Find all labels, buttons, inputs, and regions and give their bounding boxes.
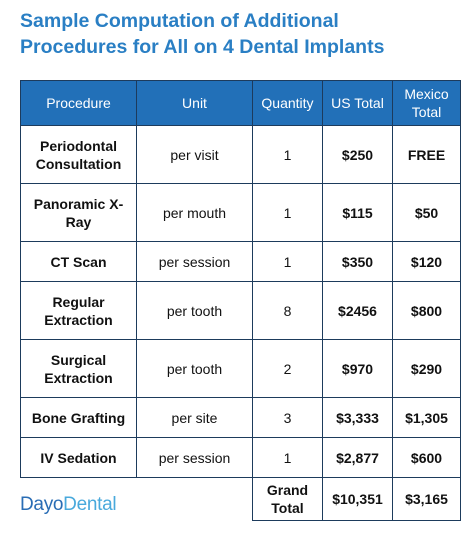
table-cell: $290 bbox=[392, 339, 461, 398]
header-row: Procedure Unit Quantity US Total Mexico Tota… bbox=[20, 80, 461, 126]
table-cell: $120 bbox=[392, 241, 461, 282]
table-cell: Surgical Extraction bbox=[20, 339, 137, 398]
table-row: Bone Grafting per site 3 $3,333 $1,305 bbox=[20, 397, 461, 438]
column-header: US Total bbox=[322, 80, 393, 126]
table-row: Periodontal Consultation per visit 1 $250 FR… bbox=[20, 125, 461, 184]
table-cell: Bone Grafting bbox=[20, 397, 137, 438]
table-cell: $250 bbox=[322, 125, 393, 184]
table-cell: 1 bbox=[252, 241, 323, 282]
table-row: IV Sedation per session 1 $2,877 $600 bbox=[20, 437, 461, 478]
table-cell: 1 bbox=[252, 183, 323, 242]
table-cell: per site bbox=[136, 397, 253, 438]
table-cell: per mouth bbox=[136, 183, 253, 242]
total-row: Grand Total $10,351 $3,165 bbox=[21, 477, 461, 521]
table-cell: $115 bbox=[322, 183, 393, 242]
logo: DayoDental bbox=[20, 494, 117, 516]
table-cell: $800 bbox=[392, 281, 461, 340]
table-row: Panoramic X-Ray per mouth 1 $115 $50 bbox=[20, 183, 461, 242]
table-cell: $2456 bbox=[322, 281, 393, 340]
table-cell: per tooth bbox=[136, 281, 253, 340]
table-cell: 1 bbox=[252, 125, 323, 184]
table-cell: per session bbox=[136, 437, 253, 478]
procedure-table: Procedure Unit Quantity US Total Mexico Tota… bbox=[20, 80, 461, 521]
column-header: Mexico Total bbox=[392, 80, 461, 126]
column-header: Procedure bbox=[20, 80, 137, 126]
table-cell: $2,877 bbox=[322, 437, 393, 478]
column-header: Unit bbox=[136, 80, 253, 126]
title-line: Procedures for All on 4 Dental Implants bbox=[20, 36, 385, 58]
table-cell: per tooth bbox=[136, 339, 253, 398]
table-row: Regular Extraction per tooth 8 $2456 $800 bbox=[20, 281, 461, 340]
title: Sample Computation of Additional Procedu… bbox=[20, 8, 384, 60]
table-cell: CT Scan bbox=[20, 241, 137, 282]
table-cell: $1,305 bbox=[392, 397, 461, 438]
table-cell: $50 bbox=[392, 183, 461, 242]
logo-part: Dental bbox=[63, 494, 117, 515]
total-cell: $3,165 bbox=[392, 477, 461, 521]
total-cell: Grand Total bbox=[252, 477, 323, 521]
table-cell: 2 bbox=[252, 339, 323, 398]
table-cell: $350 bbox=[322, 241, 393, 282]
table-cell: Panoramic X-Ray bbox=[20, 183, 137, 242]
column-header: Quantity bbox=[252, 80, 323, 126]
table-cell: $970 bbox=[322, 339, 393, 398]
table-cell: per session bbox=[136, 241, 253, 282]
logo-part: Dayo bbox=[20, 494, 64, 515]
table-cell: 1 bbox=[252, 437, 323, 478]
table-cell: Regular Extraction bbox=[20, 281, 137, 340]
table-body: Periodontal Consultation per visit 1 $250 FR… bbox=[20, 125, 461, 521]
table-cell: Periodontal Consultation bbox=[20, 125, 137, 184]
table-cell: $3,333 bbox=[322, 397, 393, 438]
table-cell: 8 bbox=[252, 281, 323, 340]
table-row: Surgical Extraction per tooth 2 $970 $290 bbox=[20, 339, 461, 398]
table-cell: IV Sedation bbox=[20, 437, 137, 478]
title-line: Sample Computation of Additional bbox=[20, 10, 339, 32]
table-cell: per visit bbox=[136, 125, 253, 184]
table-cell: $600 bbox=[392, 437, 461, 478]
total-cell: $10,351 bbox=[322, 477, 393, 521]
table-row: CT Scan per session 1 $350 $120 bbox=[20, 241, 461, 282]
table-cell: FREE bbox=[392, 125, 461, 184]
table-cell: 3 bbox=[252, 397, 323, 438]
